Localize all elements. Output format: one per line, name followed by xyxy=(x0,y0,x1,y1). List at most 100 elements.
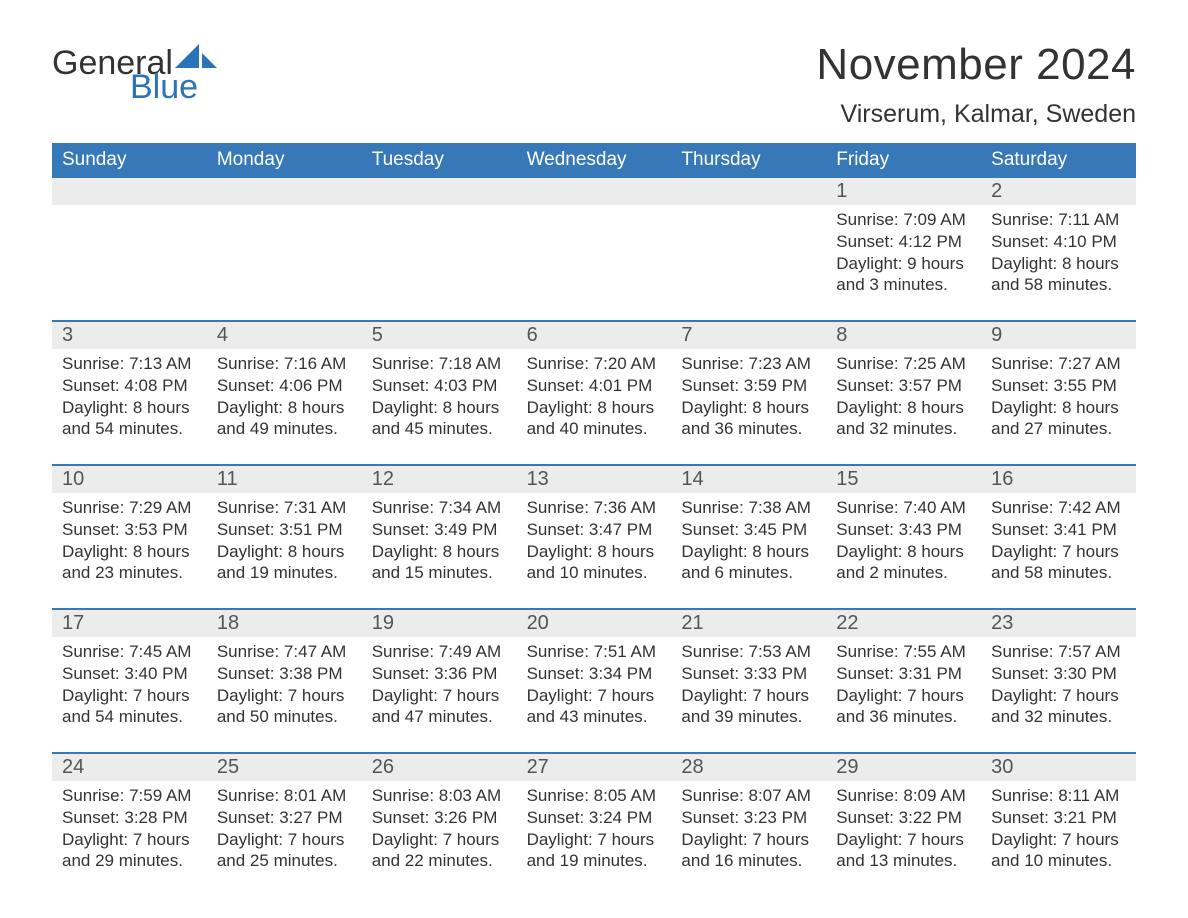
day-info: Sunrise: 8:11 AMSunset: 3:21 PMDaylight:… xyxy=(991,785,1126,872)
weekday-thursday: Thursday xyxy=(671,143,826,178)
day-cell: 28Sunrise: 8:07 AMSunset: 3:23 PMDayligh… xyxy=(671,754,826,896)
sunrise-line: Sunrise: 7:16 AM xyxy=(217,353,352,375)
daylight-line: Daylight: 7 hours and 10 minutes. xyxy=(991,829,1126,873)
page-title: November 2024 xyxy=(816,40,1136,90)
sunset-line: Sunset: 3:36 PM xyxy=(372,663,507,685)
daylight-line: Daylight: 7 hours and 54 minutes. xyxy=(62,685,197,729)
day-cell: 5Sunrise: 7:18 AMSunset: 4:03 PMDaylight… xyxy=(362,322,517,464)
day-number-band: 25 xyxy=(207,754,362,781)
sunset-line: Sunset: 3:23 PM xyxy=(681,807,816,829)
sunrise-line: Sunrise: 7:31 AM xyxy=(217,497,352,519)
day-cell: 2 Sunrise: 7:11 AMSunset: 4:10 PMDaylight… xyxy=(981,178,1136,320)
daylight-line: Daylight: 7 hours and 25 minutes. xyxy=(217,829,352,873)
day-info: Sunrise: 7:11 AMSunset: 4:10 PMDaylight:… xyxy=(991,209,1126,296)
day-info: Sunrise: 7:36 AMSunset: 3:47 PMDaylight:… xyxy=(527,497,662,584)
day-info: Sunrise: 7:38 AMSunset: 3:45 PMDaylight:… xyxy=(681,497,816,584)
day-info: Sunrise: 7:27 AMSunset: 3:55 PMDaylight:… xyxy=(991,353,1126,440)
sunset-line: Sunset: 3:33 PM xyxy=(681,663,816,685)
day-number: 1 xyxy=(836,180,971,203)
day-number: 4 xyxy=(217,324,352,347)
day-number: 15 xyxy=(836,468,971,491)
day-number: 21 xyxy=(681,612,816,635)
sunrise-line: Sunrise: 7:59 AM xyxy=(62,785,197,807)
day-cell: 21 Sunrise: 7:53 AMSunset: 3:33 PMDayligh… xyxy=(671,610,826,752)
sunrise-line: Sunrise: 7:53 AM xyxy=(681,641,816,663)
sunrise-line: Sunrise: 7:57 AM xyxy=(991,641,1126,663)
day-number: 10 xyxy=(62,468,197,491)
sunset-line: Sunset: 3:21 PM xyxy=(991,807,1126,829)
week-row: 10 Sunrise: 7:29 AMSunset: 3:53 PMDayligh… xyxy=(52,464,1136,608)
day-number-band: 28 xyxy=(671,754,826,781)
daylight-line: Daylight: 9 hours and 3 minutes. xyxy=(836,253,971,297)
day-number-band: 4 xyxy=(207,322,362,349)
day-number-band: 17 xyxy=(52,610,207,637)
day-info: Sunrise: 7:13 AMSunset: 4:08 PMDaylight:… xyxy=(62,353,197,440)
day-number: 2 xyxy=(991,180,1126,203)
daylight-line: Daylight: 7 hours and 43 minutes. xyxy=(527,685,662,729)
location: Virserum, Kalmar, Sweden xyxy=(816,100,1136,129)
day-number-band: 29 xyxy=(826,754,981,781)
weekday-sunday: Sunday xyxy=(52,143,207,178)
sunset-line: Sunset: 3:34 PM xyxy=(527,663,662,685)
daylight-line: Daylight: 8 hours and 27 minutes. xyxy=(991,397,1126,441)
day-cell: 29Sunrise: 8:09 AMSunset: 3:22 PMDayligh… xyxy=(826,754,981,896)
day-cell: 26Sunrise: 8:03 AMSunset: 3:26 PMDayligh… xyxy=(362,754,517,896)
day-number: 16 xyxy=(991,468,1126,491)
sunset-line: Sunset: 4:03 PM xyxy=(372,375,507,397)
day-number: 29 xyxy=(836,756,971,779)
daylight-line: Daylight: 8 hours and 45 minutes. xyxy=(372,397,507,441)
day-number: 9 xyxy=(991,324,1126,347)
daylight-line: Daylight: 7 hours and 22 minutes. xyxy=(372,829,507,873)
day-cell: 12Sunrise: 7:34 AMSunset: 3:49 PMDayligh… xyxy=(362,466,517,608)
day-info: Sunrise: 7:25 AMSunset: 3:57 PMDaylight:… xyxy=(836,353,971,440)
daylight-line: Daylight: 8 hours and 32 minutes. xyxy=(836,397,971,441)
day-number-band: 30 xyxy=(981,754,1136,781)
sunrise-line: Sunrise: 7:34 AM xyxy=(372,497,507,519)
title-block: November 2024 Virserum, Kalmar, Sweden xyxy=(816,40,1136,129)
day-cell: 13Sunrise: 7:36 AMSunset: 3:47 PMDayligh… xyxy=(517,466,672,608)
day-cell xyxy=(207,178,362,320)
empty-day-band xyxy=(517,178,672,205)
day-info: Sunrise: 7:29 AMSunset: 3:53 PMDaylight:… xyxy=(62,497,197,584)
sunset-line: Sunset: 3:45 PM xyxy=(681,519,816,541)
day-number-band: 24 xyxy=(52,754,207,781)
sunrise-line: Sunrise: 7:42 AM xyxy=(991,497,1126,519)
daylight-line: Daylight: 8 hours and 10 minutes. xyxy=(527,541,662,585)
day-cell: 18Sunrise: 7:47 AMSunset: 3:38 PMDayligh… xyxy=(207,610,362,752)
day-cell: 7Sunrise: 7:23 AMSunset: 3:59 PMDaylight… xyxy=(671,322,826,464)
daylight-line: Daylight: 8 hours and 58 minutes. xyxy=(991,253,1126,297)
day-number-band: 1 xyxy=(826,178,981,205)
day-info: Sunrise: 7:53 AMSunset: 3:33 PMDaylight:… xyxy=(681,641,816,728)
day-cell xyxy=(671,178,826,320)
day-number-band: 10 xyxy=(52,466,207,493)
day-cell: 24Sunrise: 7:59 AMSunset: 3:28 PMDayligh… xyxy=(52,754,207,896)
daylight-line: Daylight: 8 hours and 19 minutes. xyxy=(217,541,352,585)
day-cell xyxy=(52,178,207,320)
sunset-line: Sunset: 3:57 PM xyxy=(836,375,971,397)
sunset-line: Sunset: 3:38 PM xyxy=(217,663,352,685)
sunrise-line: Sunrise: 7:20 AM xyxy=(527,353,662,375)
day-info: Sunrise: 8:01 AMSunset: 3:27 PMDaylight:… xyxy=(217,785,352,872)
daylight-line: Daylight: 7 hours and 36 minutes. xyxy=(836,685,971,729)
daylight-line: Daylight: 7 hours and 32 minutes. xyxy=(991,685,1126,729)
day-info: Sunrise: 7:40 AMSunset: 3:43 PMDaylight:… xyxy=(836,497,971,584)
day-number-band: 7 xyxy=(671,322,826,349)
day-info: Sunrise: 8:05 AMSunset: 3:24 PMDaylight:… xyxy=(527,785,662,872)
sunset-line: Sunset: 3:51 PM xyxy=(217,519,352,541)
week-row: 3Sunrise: 7:13 AMSunset: 4:08 PMDaylight… xyxy=(52,320,1136,464)
day-info: Sunrise: 7:16 AMSunset: 4:06 PMDaylight:… xyxy=(217,353,352,440)
weekday-tuesday: Tuesday xyxy=(362,143,517,178)
daylight-line: Daylight: 7 hours and 47 minutes. xyxy=(372,685,507,729)
day-info: Sunrise: 7:45 AMSunset: 3:40 PMDaylight:… xyxy=(62,641,197,728)
sunrise-line: Sunrise: 7:23 AM xyxy=(681,353,816,375)
weeks-container: 1Sunrise: 7:09 AMSunset: 4:12 PMDaylight… xyxy=(52,178,1136,896)
empty-day-band xyxy=(362,178,517,205)
day-number: 27 xyxy=(527,756,662,779)
day-cell: 3Sunrise: 7:13 AMSunset: 4:08 PMDaylight… xyxy=(52,322,207,464)
sunrise-line: Sunrise: 7:36 AM xyxy=(527,497,662,519)
sunset-line: Sunset: 3:24 PM xyxy=(527,807,662,829)
sunset-line: Sunset: 4:12 PM xyxy=(836,231,971,253)
sunset-line: Sunset: 3:22 PM xyxy=(836,807,971,829)
day-number: 30 xyxy=(991,756,1126,779)
day-number: 20 xyxy=(527,612,662,635)
